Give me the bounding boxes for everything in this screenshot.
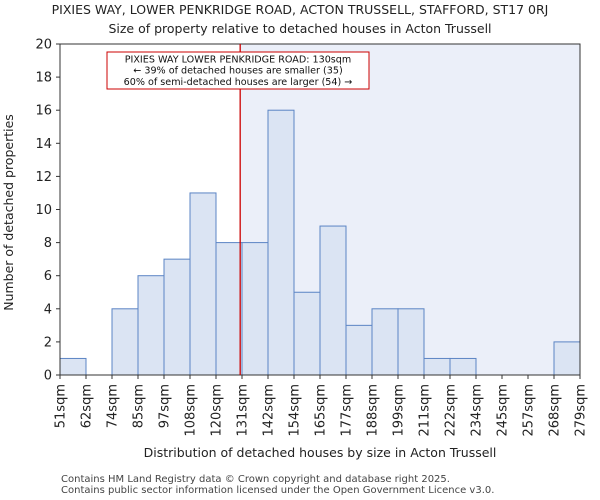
- x-tick-label: 279sqm: [574, 384, 589, 437]
- histogram-bar: [423, 357, 451, 376]
- x-tick-label: 108sqm: [184, 384, 199, 437]
- y-axis-label: Number of detached properties: [1, 114, 16, 311]
- chart-subtitle: Size of property relative to detached ho…: [108, 21, 492, 36]
- x-tick-label: 199sqm: [392, 384, 407, 437]
- y-tick-label: 16: [35, 104, 52, 119]
- x-tick-label: 85sqm: [132, 384, 147, 428]
- footer-licence: Contains public sector information licen…: [61, 485, 495, 496]
- y-tick-label: 12: [35, 170, 52, 185]
- x-tick-label: 97sqm: [158, 384, 173, 428]
- x-tick-label: 257sqm: [522, 384, 537, 437]
- histogram-bar: [189, 192, 217, 376]
- x-tick-label: 268sqm: [548, 384, 563, 437]
- y-tick-label: 20: [35, 38, 52, 53]
- annotation-property-label: PIXIES WAY LOWER PENKRIDGE ROAD: 130sqm: [125, 55, 352, 66]
- x-tick-label: 165sqm: [314, 384, 329, 437]
- y-tick-label: 8: [44, 236, 52, 251]
- histogram-bar: [345, 324, 373, 376]
- histogram-bar: [111, 308, 139, 376]
- x-tick-label: 131sqm: [236, 384, 251, 437]
- histogram-bar: [449, 357, 477, 376]
- x-tick-label: 154sqm: [288, 384, 303, 437]
- x-tick-label: 51sqm: [54, 384, 69, 428]
- x-tick-label: 74sqm: [106, 384, 121, 428]
- histogram-bar: [319, 225, 347, 376]
- x-tick-label: 188sqm: [366, 384, 381, 437]
- y-tick-label: 4: [44, 302, 52, 317]
- y-tick-label: 18: [35, 71, 52, 86]
- histogram-bar: [59, 357, 87, 376]
- x-tick-label: 142sqm: [262, 384, 277, 437]
- y-tick-label: 0: [44, 369, 52, 384]
- x-tick-label: 211sqm: [418, 384, 433, 437]
- footer-copyright: Contains HM Land Registry data © Crown c…: [61, 474, 450, 485]
- x-axis-label: Distribution of detached houses by size …: [144, 445, 497, 460]
- histogram-bar: [293, 291, 321, 376]
- histogram-bar: [241, 242, 269, 376]
- histogram-bar: [267, 109, 295, 376]
- histogram-bar: [553, 341, 581, 376]
- y-tick-label: 2: [44, 335, 52, 350]
- histogram-bar: [397, 308, 425, 376]
- y-tick-label: 14: [35, 137, 52, 152]
- annotation-box: [106, 51, 370, 90]
- histogram-bar: [163, 258, 191, 376]
- histogram-bar: [371, 308, 399, 376]
- annotation-larger-text: 60% of semi-detached houses are larger (…: [124, 77, 353, 88]
- y-tick-label: 10: [35, 203, 52, 218]
- annotation-smaller-text: ← 39% of detached houses are smaller (35…: [133, 66, 342, 77]
- chart-title: PIXIES WAY, LOWER PENKRIDGE ROAD, ACTON …: [51, 2, 549, 17]
- histogram-bar: [137, 275, 165, 376]
- x-tick-label: 245sqm: [496, 384, 511, 437]
- x-tick-label: 234sqm: [470, 384, 485, 437]
- x-tick-label: 62sqm: [80, 384, 95, 428]
- histogram-bar: [215, 242, 243, 376]
- x-tick-label: 177sqm: [340, 384, 355, 437]
- x-tick-label: 222sqm: [444, 384, 459, 437]
- y-tick-label: 6: [44, 269, 52, 284]
- x-tick-label: 120sqm: [210, 384, 225, 437]
